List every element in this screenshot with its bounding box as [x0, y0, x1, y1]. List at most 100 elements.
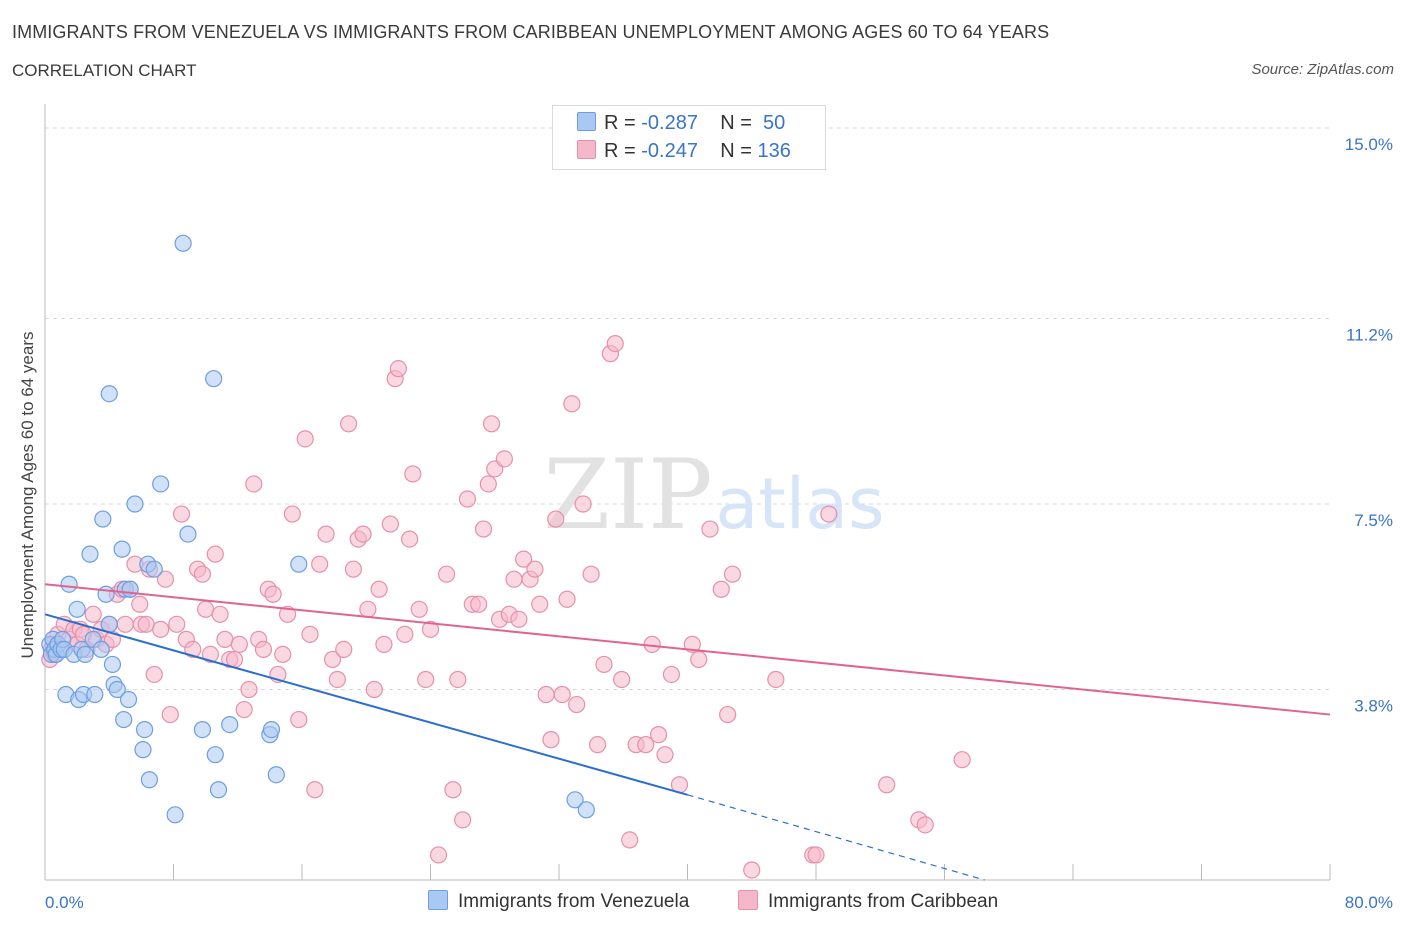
caribbean-point [184, 640, 202, 658]
caribbean-point [152, 620, 170, 638]
venezuela-points [41, 234, 595, 824]
venezuela-point [94, 510, 112, 528]
n-value: 50 [763, 112, 786, 134]
caribbean-point [389, 360, 407, 378]
r-value: -0.247 [641, 140, 698, 162]
y-tick-label: 7.5% [1354, 511, 1393, 530]
caribbean-point [568, 695, 586, 714]
venezuela-point [140, 771, 159, 789]
legend-row-caribbean: R = -0.247 N = 136 [577, 140, 791, 166]
venezuela-point [126, 495, 144, 513]
caribbean-point [296, 430, 314, 448]
watermark: ZIP atlas [543, 439, 884, 551]
r-label: R = [604, 140, 636, 162]
caribbean-point [354, 525, 372, 543]
caribbean-point [396, 625, 414, 643]
venezuela-point [119, 690, 138, 709]
venezuela-point [205, 370, 223, 388]
caribbean-point [683, 635, 701, 653]
venezuela-point [135, 721, 154, 739]
venezuela-point [76, 645, 94, 664]
caribbean-point [449, 670, 467, 689]
legend-label-venezuela: Immigrants from Venezuela [458, 891, 690, 912]
caribbean-point [230, 635, 248, 653]
caribbean-point [240, 680, 258, 699]
caribbean-point [156, 570, 175, 588]
gridlines [45, 127, 1330, 690]
caribbean-point [649, 726, 668, 744]
caribbean-point [370, 580, 388, 598]
venezuela-point [103, 655, 122, 674]
x-tick-label-max: 80.0% [1345, 893, 1393, 912]
caribbean-point [404, 465, 422, 483]
venezuela-point [209, 781, 228, 799]
caribbean-point [116, 615, 134, 633]
caribbean-point [437, 565, 456, 583]
caribbean-point [510, 610, 528, 628]
caribbean-point [193, 565, 212, 583]
caribbean-point [515, 550, 533, 568]
venezuela-point [60, 575, 78, 593]
venezuela-trend-extension [687, 794, 985, 881]
caribbean-point [474, 520, 493, 538]
caribbean-point [201, 645, 220, 664]
venezuela-point [193, 721, 212, 739]
caribbean-point [444, 781, 462, 799]
caribbean-point [595, 655, 613, 674]
venezuela-point [68, 600, 86, 618]
chart-title: IMMIGRANTS FROM VENEZUELA VS IMMIGRANTS … [12, 22, 1050, 42]
caribbean-point [479, 475, 497, 493]
venezuela-point [166, 806, 184, 824]
n-label: N = [720, 140, 752, 162]
venezuela-point [100, 385, 118, 403]
caribbean-point [916, 816, 934, 834]
correlation-legend: R = -0.287 N = 50 R = -0.247 N = 136 [552, 105, 826, 170]
caribbean-point [588, 736, 607, 754]
caribbean-point [542, 731, 560, 749]
caribbean-point [137, 615, 155, 633]
caribbean-point [410, 600, 428, 618]
watermark-zip: ZIP [543, 439, 712, 551]
caribbean-point [168, 615, 186, 633]
legend-row-venezuela: R = -0.287 N = 50 [577, 112, 785, 138]
caribbean-point [301, 625, 319, 643]
caribbean-point [606, 334, 624, 353]
venezuela-trend-line [44, 613, 688, 796]
caribbean-point [421, 620, 440, 638]
caribbean-point [381, 515, 399, 533]
caribbean-point [637, 736, 655, 754]
caribbean-point [953, 751, 971, 769]
caribbean-point [339, 415, 358, 433]
caribbean-point [621, 831, 639, 849]
caribbean-point [206, 545, 224, 563]
caribbean-point [216, 630, 234, 648]
y-tick-label: 15.0% [1345, 135, 1393, 154]
caribbean-point [172, 505, 191, 523]
caribbean-point [359, 600, 377, 618]
caribbean-point [531, 595, 549, 613]
caribbean-point [335, 640, 353, 658]
venezuela-point [577, 801, 595, 819]
caribbean-point [454, 811, 472, 829]
caribbean-point [344, 560, 362, 578]
chart-subtitle: CORRELATION CHART [12, 61, 197, 80]
caribbean-points [41, 334, 971, 879]
venezuela-point [92, 640, 110, 658]
axes [44, 104, 1331, 881]
caribbean-point [563, 395, 581, 413]
caribbean-point [401, 530, 419, 548]
venezuela-point [206, 746, 224, 764]
caribbean-point [690, 650, 708, 669]
caribbean-point [582, 565, 600, 583]
caribbean-point [245, 475, 263, 493]
venezuela-legend-swatch [428, 890, 448, 910]
caribbean-point [712, 580, 730, 598]
caribbean-point [278, 605, 297, 623]
r-value: -0.287 [641, 112, 698, 134]
caribbean-point [131, 595, 149, 613]
caribbean-point [458, 490, 477, 508]
venezuela-point [566, 791, 584, 809]
trend-lines [44, 583, 1331, 881]
y-tick-label: 11.2% [1346, 326, 1393, 345]
